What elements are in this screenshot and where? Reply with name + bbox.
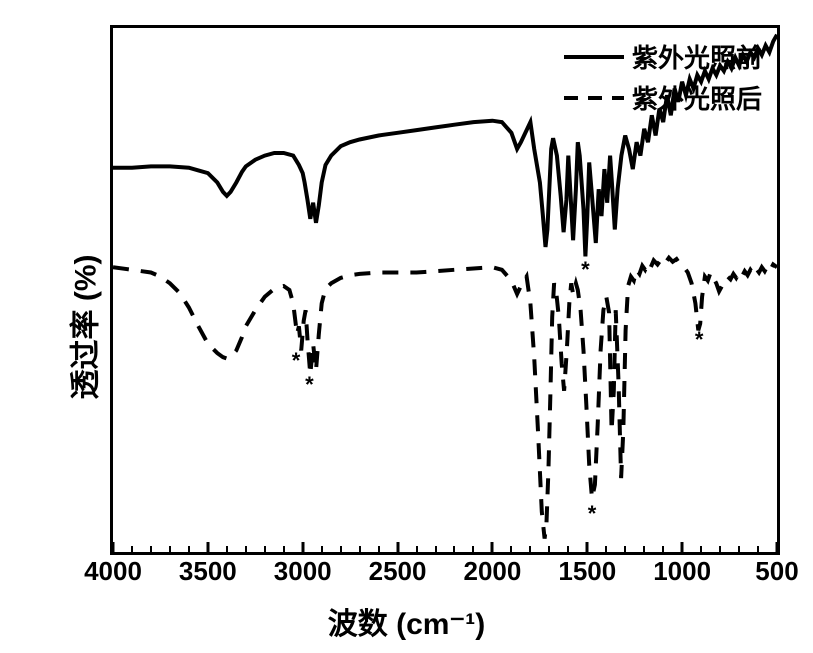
series-dashed bbox=[113, 258, 777, 539]
x-tick-label: 1500 bbox=[558, 556, 616, 587]
x-tick-minor bbox=[548, 546, 550, 552]
x-tick-minor bbox=[150, 546, 152, 552]
x-tick-minor bbox=[510, 546, 512, 552]
legend-swatch-solid bbox=[564, 47, 624, 67]
annotation-asterisk: * bbox=[581, 257, 590, 283]
legend-label-after: 紫外光照后 bbox=[632, 79, 762, 116]
x-tick-minor bbox=[321, 546, 323, 552]
x-tick bbox=[206, 542, 209, 552]
annotation-asterisk: * bbox=[305, 372, 314, 398]
ftir-chart: 透过率 (%) 紫外光照前 紫外光照后 40003500300025002000… bbox=[10, 10, 803, 643]
x-tick-label: 500 bbox=[755, 556, 798, 587]
x-tick-label: 3500 bbox=[179, 556, 237, 587]
x-tick-minor bbox=[719, 546, 721, 552]
x-tick-minor bbox=[472, 546, 474, 552]
x-tick-minor bbox=[567, 546, 569, 552]
y-axis-label: 透过率 (%) bbox=[61, 254, 105, 399]
x-tick bbox=[396, 542, 399, 552]
x-tick-minor bbox=[245, 546, 247, 552]
plot-area: 紫外光照前 紫外光照后 4000350030002500200015001000… bbox=[110, 25, 780, 555]
x-tick-minor bbox=[435, 546, 437, 552]
x-tick-label: 2000 bbox=[464, 556, 522, 587]
legend-swatch-dashed bbox=[564, 88, 624, 108]
x-tick-minor bbox=[605, 546, 607, 552]
x-tick-minor bbox=[416, 546, 418, 552]
x-tick-minor bbox=[378, 546, 380, 552]
legend-row-after: 紫外光照后 bbox=[564, 79, 762, 116]
x-tick-minor bbox=[757, 546, 759, 552]
x-tick-minor bbox=[131, 546, 133, 552]
x-tick-label: 2500 bbox=[369, 556, 427, 587]
x-tick-minor bbox=[624, 546, 626, 552]
x-tick bbox=[112, 542, 115, 552]
annotation-asterisk: * bbox=[292, 348, 301, 374]
x-tick bbox=[301, 542, 304, 552]
x-tick bbox=[681, 542, 684, 552]
x-tick-minor bbox=[264, 546, 266, 552]
annotation-asterisk: * bbox=[695, 327, 704, 353]
x-tick-minor bbox=[283, 546, 285, 552]
x-axis-label: 波数 (cm⁻¹) bbox=[328, 599, 486, 643]
x-tick-minor bbox=[359, 546, 361, 552]
legend-label-before: 紫外光照前 bbox=[632, 38, 762, 75]
x-tick-minor bbox=[188, 546, 190, 552]
annotation-asterisk: * bbox=[588, 501, 597, 527]
x-tick-minor bbox=[662, 546, 664, 552]
x-tick-minor bbox=[529, 546, 531, 552]
x-tick-minor bbox=[226, 546, 228, 552]
x-tick-minor bbox=[700, 546, 702, 552]
x-tick-minor bbox=[453, 546, 455, 552]
x-tick-label: 1000 bbox=[653, 556, 711, 587]
x-tick-minor bbox=[340, 546, 342, 552]
x-tick-minor bbox=[169, 546, 171, 552]
x-tick bbox=[491, 542, 494, 552]
x-tick-label: 3000 bbox=[274, 556, 332, 587]
x-tick bbox=[776, 542, 779, 552]
legend: 紫外光照前 紫外光照后 bbox=[564, 38, 762, 120]
x-tick-minor bbox=[643, 546, 645, 552]
x-tick-minor bbox=[738, 546, 740, 552]
legend-row-before: 紫外光照前 bbox=[564, 38, 762, 75]
x-tick-label: 4000 bbox=[84, 556, 142, 587]
x-tick bbox=[586, 542, 589, 552]
